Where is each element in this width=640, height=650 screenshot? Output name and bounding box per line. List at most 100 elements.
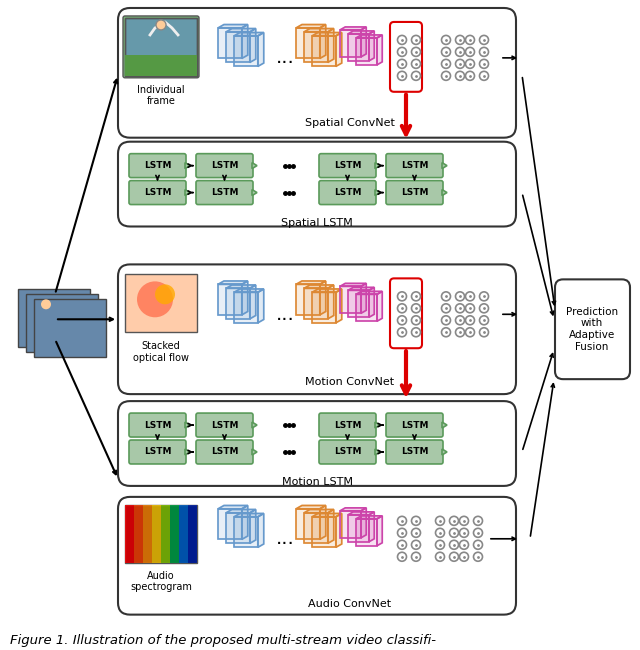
Text: LSTM: LSTM bbox=[401, 447, 428, 456]
Circle shape bbox=[137, 281, 173, 317]
Bar bbox=[18, 289, 90, 347]
Text: Spatial LSTM: Spatial LSTM bbox=[281, 218, 353, 227]
Polygon shape bbox=[312, 289, 342, 292]
Polygon shape bbox=[226, 289, 250, 319]
Circle shape bbox=[474, 540, 483, 549]
Polygon shape bbox=[348, 512, 374, 515]
Text: LSTM: LSTM bbox=[144, 161, 172, 170]
Bar bbox=[26, 294, 98, 352]
Circle shape bbox=[41, 300, 51, 309]
Polygon shape bbox=[312, 517, 336, 547]
Polygon shape bbox=[252, 190, 257, 196]
Polygon shape bbox=[242, 281, 248, 315]
Text: Figure 1. Illustration of the proposed multi-stream video classifi-: Figure 1. Illustration of the proposed m… bbox=[10, 634, 436, 647]
Bar bbox=[125, 18, 197, 76]
Polygon shape bbox=[348, 287, 374, 291]
Polygon shape bbox=[356, 38, 377, 65]
Circle shape bbox=[465, 292, 474, 301]
Bar bbox=[125, 274, 197, 332]
Text: LSTM: LSTM bbox=[333, 421, 361, 430]
Polygon shape bbox=[218, 28, 242, 58]
Circle shape bbox=[460, 552, 468, 561]
Circle shape bbox=[397, 328, 406, 337]
Text: ...: ... bbox=[276, 305, 294, 324]
Polygon shape bbox=[252, 422, 257, 428]
Polygon shape bbox=[304, 32, 328, 62]
Text: LSTM: LSTM bbox=[144, 421, 172, 430]
Polygon shape bbox=[328, 510, 333, 543]
FancyBboxPatch shape bbox=[196, 153, 253, 177]
Polygon shape bbox=[369, 31, 374, 61]
Circle shape bbox=[460, 528, 468, 538]
FancyBboxPatch shape bbox=[386, 413, 443, 437]
Polygon shape bbox=[369, 287, 374, 317]
Polygon shape bbox=[258, 32, 264, 66]
Circle shape bbox=[442, 292, 451, 301]
Text: LSTM: LSTM bbox=[211, 421, 238, 430]
Circle shape bbox=[456, 304, 465, 313]
FancyBboxPatch shape bbox=[196, 181, 253, 205]
FancyBboxPatch shape bbox=[319, 413, 376, 437]
FancyBboxPatch shape bbox=[196, 440, 253, 464]
Polygon shape bbox=[258, 289, 264, 323]
Polygon shape bbox=[218, 281, 248, 284]
Bar bbox=[179, 505, 188, 563]
Circle shape bbox=[449, 552, 458, 561]
Polygon shape bbox=[234, 517, 258, 547]
Polygon shape bbox=[312, 36, 336, 66]
Circle shape bbox=[442, 304, 451, 313]
Polygon shape bbox=[250, 510, 256, 543]
Polygon shape bbox=[185, 422, 190, 428]
Polygon shape bbox=[375, 190, 380, 196]
Polygon shape bbox=[218, 506, 248, 509]
Polygon shape bbox=[252, 162, 257, 168]
Circle shape bbox=[412, 47, 420, 57]
Polygon shape bbox=[320, 25, 326, 58]
Circle shape bbox=[456, 72, 465, 81]
Circle shape bbox=[397, 540, 406, 549]
Circle shape bbox=[456, 292, 465, 301]
Polygon shape bbox=[304, 285, 333, 289]
Text: LSTM: LSTM bbox=[211, 161, 238, 170]
Polygon shape bbox=[340, 511, 361, 538]
Polygon shape bbox=[296, 28, 320, 58]
Circle shape bbox=[474, 528, 483, 538]
Polygon shape bbox=[356, 519, 377, 546]
FancyBboxPatch shape bbox=[129, 440, 186, 464]
Polygon shape bbox=[185, 449, 190, 455]
Circle shape bbox=[465, 328, 474, 337]
Polygon shape bbox=[296, 506, 326, 509]
Bar bbox=[170, 505, 179, 563]
Polygon shape bbox=[377, 291, 382, 321]
Circle shape bbox=[397, 292, 406, 301]
Circle shape bbox=[442, 59, 451, 68]
Circle shape bbox=[412, 72, 420, 81]
Polygon shape bbox=[356, 35, 382, 38]
FancyBboxPatch shape bbox=[386, 181, 443, 205]
Polygon shape bbox=[258, 514, 264, 547]
FancyBboxPatch shape bbox=[386, 153, 443, 177]
Circle shape bbox=[397, 316, 406, 325]
Circle shape bbox=[155, 284, 175, 304]
FancyBboxPatch shape bbox=[118, 401, 516, 486]
Polygon shape bbox=[442, 162, 447, 168]
Polygon shape bbox=[377, 516, 382, 546]
Polygon shape bbox=[252, 449, 257, 455]
Circle shape bbox=[460, 540, 468, 549]
Circle shape bbox=[479, 72, 488, 81]
Circle shape bbox=[474, 516, 483, 525]
Polygon shape bbox=[242, 506, 248, 540]
Circle shape bbox=[397, 528, 406, 538]
Circle shape bbox=[442, 316, 451, 325]
FancyBboxPatch shape bbox=[129, 153, 186, 177]
Polygon shape bbox=[442, 422, 447, 428]
Text: LSTM: LSTM bbox=[333, 188, 361, 197]
Circle shape bbox=[442, 72, 451, 81]
Circle shape bbox=[412, 59, 420, 68]
Text: ...: ... bbox=[276, 48, 294, 68]
Polygon shape bbox=[234, 514, 264, 517]
Circle shape bbox=[479, 47, 488, 57]
Circle shape bbox=[456, 35, 465, 44]
Circle shape bbox=[474, 552, 483, 561]
Circle shape bbox=[479, 304, 488, 313]
